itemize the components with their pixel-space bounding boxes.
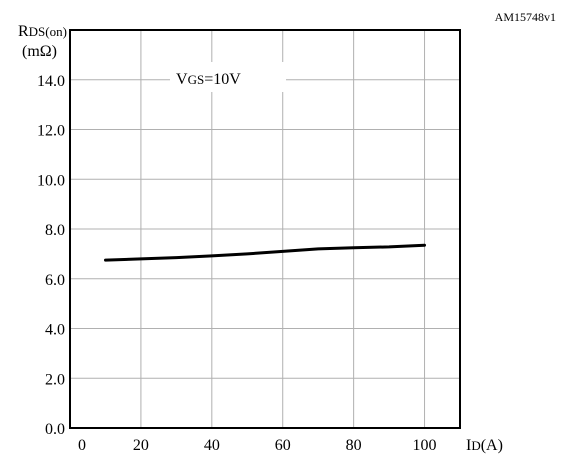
y-axis-label-main: R bbox=[18, 23, 29, 40]
y-axis-label: RDS(on) bbox=[18, 23, 67, 40]
y-tick-label-5: 10.0 bbox=[37, 172, 65, 189]
annotation-sub: GS bbox=[188, 72, 205, 87]
x-axis-tick-labels: 0 20 40 60 80 100 bbox=[78, 437, 437, 454]
y-tick-label-3: 6.0 bbox=[45, 272, 65, 289]
x-tick-label-2: 40 bbox=[204, 437, 220, 454]
y-axis-label-sub: DS(on) bbox=[29, 24, 67, 39]
series-line-vgs-10v bbox=[104, 243, 426, 262]
annotation-rest: =10V bbox=[204, 71, 241, 88]
y-tick-label-7: 14.0 bbox=[37, 73, 65, 90]
x-tick-label-3: 60 bbox=[275, 437, 291, 454]
y-tick-label-0: 0.0 bbox=[45, 421, 65, 438]
x-axis-label-unit: (A) bbox=[481, 437, 503, 454]
figure-code: AM15748v1 bbox=[495, 10, 556, 24]
y-tick-label-4: 8.0 bbox=[45, 222, 65, 239]
x-axis-label: ID(A) bbox=[466, 437, 503, 454]
x-tick-label-1: 20 bbox=[133, 437, 149, 454]
grid-lines bbox=[70, 30, 460, 428]
annotation-background bbox=[170, 62, 286, 92]
plot-frame bbox=[69, 29, 461, 429]
x-tick-label-4: 80 bbox=[346, 437, 362, 454]
x-axis-label-sub: D bbox=[471, 438, 480, 453]
y-tick-label-6: 12.0 bbox=[37, 123, 65, 140]
y-tick-label-2: 4.0 bbox=[45, 322, 65, 339]
annotation-main: V bbox=[176, 71, 188, 88]
y-axis-tick-labels: 0.0 2.0 4.0 6.0 8.0 10.0 12.0 14.0 bbox=[37, 73, 65, 438]
y-tick-label-1: 2.0 bbox=[45, 371, 65, 388]
y-axis-unit: (mΩ) bbox=[22, 43, 57, 60]
annotation-vgs: VGS=10V bbox=[176, 71, 241, 88]
x-tick-label-5: 100 bbox=[413, 437, 437, 454]
x-tick-label-0: 0 bbox=[78, 437, 86, 454]
x-axis-label-main: I bbox=[466, 437, 471, 454]
